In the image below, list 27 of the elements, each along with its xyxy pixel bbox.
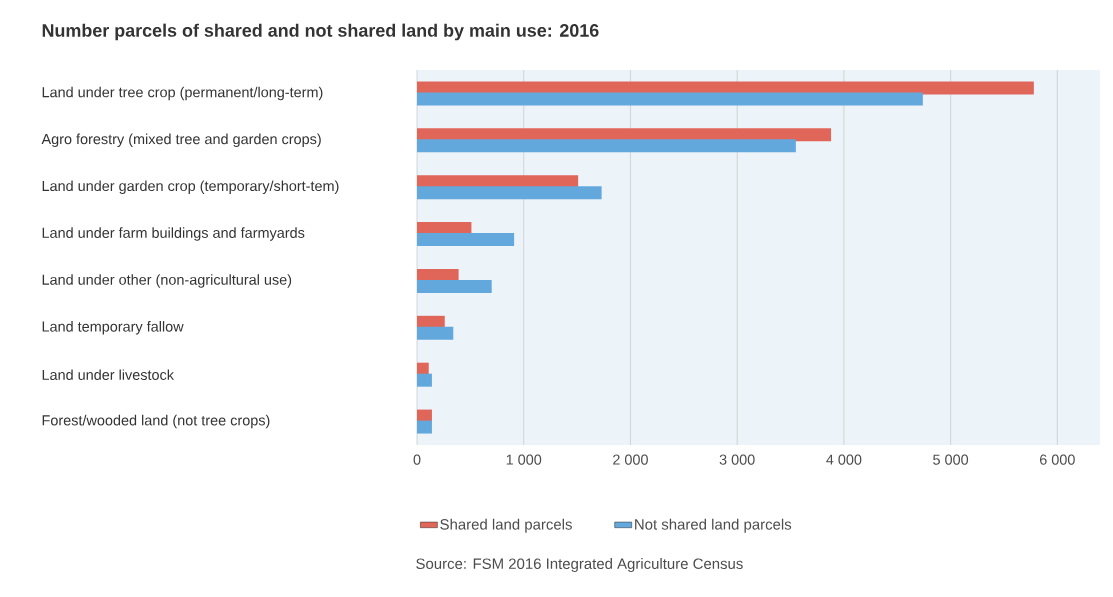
y-tick-label: Land temporary fallow bbox=[42, 321, 184, 335]
legend-label: Shared land parcels bbox=[440, 518, 572, 533]
bar bbox=[417, 139, 796, 153]
x-tick-label: 1 000 bbox=[506, 454, 542, 465]
bar bbox=[417, 186, 602, 200]
bar bbox=[417, 92, 923, 106]
y-tick-label: Agro forestry (mixed tree and garden crops) bbox=[41, 133, 321, 148]
y-tick-label: Land under tree crop (permanent/long-term) bbox=[42, 86, 323, 101]
bar bbox=[417, 373, 432, 387]
y-tick-label: Land under garden crop (temporary/short-tem) bbox=[42, 180, 339, 194]
x-tick-label: 0 bbox=[413, 454, 421, 465]
legend-label: Not shared land parcels bbox=[635, 518, 792, 533]
chart-title: Number parcels of shared and not shared land by main use: 2016 bbox=[42, 23, 599, 41]
bar bbox=[417, 420, 432, 434]
x-tick-label: 3 000 bbox=[719, 454, 755, 465]
x-tick-label: 2 000 bbox=[613, 454, 648, 465]
y-tick-label: Forest/wooded land (not tree crops) bbox=[42, 414, 270, 429]
y-tick-label: Land under livestock bbox=[42, 369, 175, 380]
bar bbox=[417, 326, 454, 340]
source-note: Source: FSM 2016 Integrated Agriculture Census bbox=[416, 558, 743, 572]
y-tick-label: Land under other (non-agricultural use) bbox=[42, 274, 292, 288]
bar bbox=[417, 279, 492, 293]
x-tick-label: 6 000 bbox=[1039, 454, 1075, 465]
x-tick-label: 5 000 bbox=[933, 454, 969, 465]
x-tick-label: 4 000 bbox=[826, 454, 862, 465]
y-tick-label: Land under farm buildings and farmyards bbox=[42, 227, 305, 241]
bar bbox=[417, 233, 515, 247]
